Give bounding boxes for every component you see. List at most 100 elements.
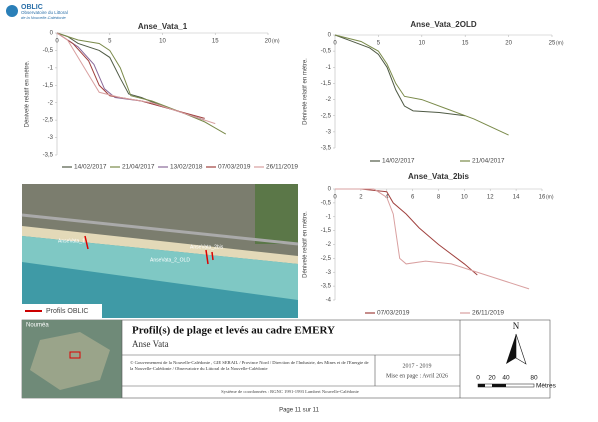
north-label: N xyxy=(513,321,520,331)
scale-label: 0 xyxy=(476,375,480,382)
x-tick-label: 0 xyxy=(333,41,337,47)
x-axis-label: (m) xyxy=(272,38,280,44)
y-tick-label: -2,5 xyxy=(321,256,332,262)
scale-bar xyxy=(492,384,506,387)
legend-label: 13/02/2018 xyxy=(170,164,203,171)
x-tick-label: 0 xyxy=(55,39,59,45)
x-tick-label: 6 xyxy=(411,195,415,201)
y-tick-label: 0 xyxy=(50,31,54,37)
north-arrow xyxy=(515,333,527,365)
series-line xyxy=(56,32,227,135)
inset-land xyxy=(30,332,110,390)
subtitle: Anse Vata xyxy=(132,339,169,349)
y-tick-label: -1,5 xyxy=(321,228,332,234)
x-tick-label: 0 xyxy=(333,195,337,201)
legend-label: 07/03/2019 xyxy=(377,310,410,317)
scale-label: 80 xyxy=(530,375,538,382)
legend-label: 07/03/2019 xyxy=(218,164,251,171)
y-tick-label: -1 xyxy=(326,214,332,220)
x-tick-label: 14 xyxy=(513,195,520,201)
footer: Page 11 sur 11 xyxy=(279,408,319,414)
y-tick-label: 0 xyxy=(328,33,332,39)
x-tick-label: 15 xyxy=(212,39,219,45)
x-tick-label: 2 xyxy=(359,195,363,201)
title: Profil(s) de plage et levés au cadre EME… xyxy=(132,325,335,337)
logo-region: de la Nouvelle-Calédonie xyxy=(21,15,66,20)
north-arrow xyxy=(506,334,516,364)
x-tick-label: 15 xyxy=(462,41,469,47)
x-tick-label: 10 xyxy=(461,195,468,201)
map-label: AnseVata_2bis xyxy=(190,244,224,250)
series-line xyxy=(334,34,509,136)
scale-unit: Mètres xyxy=(536,383,557,390)
series-line xyxy=(335,188,478,276)
x-tick-label: 5 xyxy=(108,39,112,45)
y-tick-label: -3 xyxy=(48,135,54,141)
scale-bar xyxy=(478,384,485,387)
chart-title: Anse_Vata_2bis xyxy=(408,172,469,181)
map-legend-box xyxy=(22,304,102,318)
series-line xyxy=(335,188,530,290)
x-axis-label: (m) xyxy=(546,194,554,200)
y-axis-label: Dénivelé relatif en mètre. xyxy=(303,211,309,278)
series-line xyxy=(56,32,205,119)
y-tick-label: -3,5 xyxy=(321,284,332,290)
y-tick-label: -2 xyxy=(326,242,332,248)
inset-extent xyxy=(69,351,81,359)
x-tick-label: 8 xyxy=(437,195,441,201)
y-tick-label: -3 xyxy=(326,270,332,276)
profile-line xyxy=(84,235,89,250)
x-tick-label: 20 xyxy=(265,39,272,45)
chart-title: Anse_Vata_2OLD xyxy=(410,20,476,29)
y-tick-label: -2 xyxy=(48,100,54,106)
y-axis-label: Dénivelé relatif en mètre. xyxy=(25,60,31,127)
inset-label: Nouméa xyxy=(26,323,49,329)
profile-line xyxy=(211,251,214,261)
crs: Système de coordonnées : RGNC 1991-1993 … xyxy=(221,389,359,394)
map-vegetation xyxy=(255,184,298,244)
x-axis-label: (m) xyxy=(556,40,564,46)
period: 2017 - 2019 xyxy=(403,363,432,369)
logo-subtitle: Observatoire du Littoral xyxy=(21,10,68,15)
scale-label: 40 xyxy=(502,375,510,382)
credits: © Gouvernement de la Nouvelle-Calédonie … xyxy=(130,360,369,372)
scale-label: 20 xyxy=(488,375,496,382)
legend-label: 26/11/2019 xyxy=(266,164,298,171)
map-road xyxy=(21,213,299,246)
series-line xyxy=(334,34,466,117)
legend-label: 26/11/2019 xyxy=(472,310,504,317)
legend-label: 14/02/2017 xyxy=(74,164,107,171)
layout-date: Mise en page : Avril 2026 xyxy=(386,373,448,379)
chart-title: Anse_Vata_1 xyxy=(138,22,188,31)
x-tick-label: 10 xyxy=(418,41,425,47)
x-tick-label: 16 xyxy=(539,195,546,201)
y-tick-label: -3,5 xyxy=(43,153,54,159)
map-label: AnseVata_1 xyxy=(58,238,85,244)
map-beach xyxy=(22,226,298,264)
map-legend-label: Profils OBLIC xyxy=(46,308,88,315)
y-tick-label: -0,5 xyxy=(43,48,54,54)
x-tick-label: 5 xyxy=(377,41,381,47)
legend-label: 21/04/2017 xyxy=(472,158,505,165)
y-axis-label: Dénivelé relatif en mètre. xyxy=(303,58,309,125)
legend-label: 14/02/2017 xyxy=(382,158,415,165)
y-tick-label: 0 xyxy=(328,187,332,193)
y-tick-label: -0,5 xyxy=(321,200,332,206)
y-tick-label: -1,5 xyxy=(43,83,54,89)
y-tick-label: -3 xyxy=(326,129,332,135)
map-shallow xyxy=(22,236,298,300)
profile-line xyxy=(205,249,209,265)
series-line xyxy=(56,32,216,125)
x-tick-label: 10 xyxy=(159,39,166,45)
y-tick-label: -4 xyxy=(326,298,332,304)
y-tick-label: -1,5 xyxy=(321,81,332,87)
series-line xyxy=(56,32,205,121)
map-land xyxy=(22,184,298,262)
y-tick-label: -1 xyxy=(326,65,332,71)
y-tick-label: -2 xyxy=(326,97,332,103)
series-line xyxy=(56,32,205,121)
x-tick-label: 12 xyxy=(487,195,494,201)
y-tick-label: -0,5 xyxy=(321,49,332,55)
